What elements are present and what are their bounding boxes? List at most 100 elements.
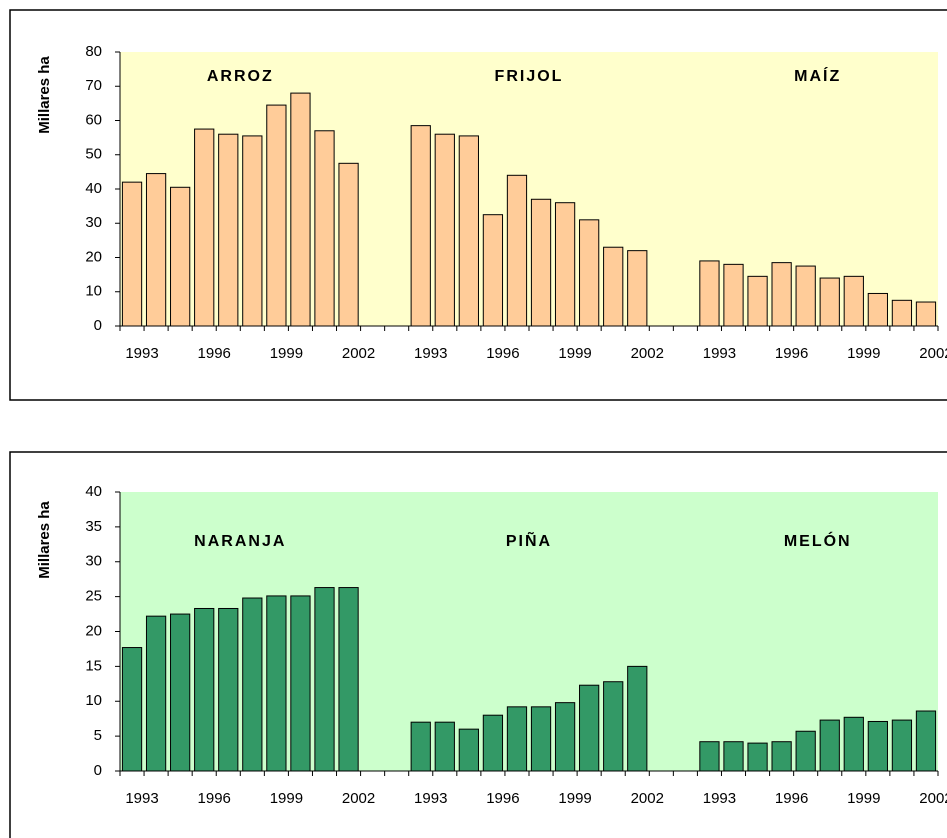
bar: [506, 174, 528, 327]
bar: [266, 104, 287, 327]
bar: [458, 728, 479, 772]
bar: [170, 186, 191, 327]
bar: [723, 263, 744, 327]
bar: [843, 275, 864, 327]
bar: [410, 125, 431, 327]
x-tick-label: 1993: [414, 345, 447, 362]
bar: [554, 202, 576, 327]
x-tick-label: 1996: [198, 345, 231, 362]
x-tick-label: 1993: [703, 345, 736, 362]
bar: [554, 702, 576, 772]
bar: [627, 665, 648, 772]
y-tick-label: 60: [85, 111, 102, 128]
bar: [170, 613, 191, 772]
group-label: NARANJA: [194, 533, 286, 550]
y-tick-label: 10: [85, 283, 102, 300]
bar: [482, 214, 504, 327]
y-tick-label: 25: [85, 588, 102, 605]
bar: [458, 135, 479, 327]
bar: [579, 219, 600, 327]
bar: [579, 684, 600, 772]
bar: [410, 721, 431, 772]
bar: [867, 720, 888, 772]
x-tick-label: 1996: [486, 790, 519, 807]
x-tick-label: 2002: [631, 790, 664, 807]
x-tick-label: 1993: [125, 790, 158, 807]
bar: [242, 135, 263, 327]
x-tick-label: 1999: [270, 790, 303, 807]
bar: [338, 162, 359, 327]
y-tick-label: 5: [94, 727, 102, 744]
y-tick-label: 40: [85, 180, 102, 197]
x-tick-label: 2002: [342, 345, 375, 362]
x-tick-label: 1993: [414, 790, 447, 807]
bar: [747, 275, 768, 327]
bar: [218, 133, 239, 327]
group-label: MAÍZ: [794, 66, 841, 85]
bar: [819, 277, 840, 327]
x-tick-label: 1993: [125, 345, 158, 362]
bar: [723, 741, 744, 772]
bar: [843, 716, 864, 772]
bar: [819, 719, 840, 772]
bar: [145, 615, 167, 772]
bar: [266, 595, 287, 772]
x-tick-label: 1999: [847, 345, 880, 362]
y-tick-label: 0: [94, 317, 102, 334]
bar: [506, 706, 528, 772]
bar: [603, 246, 624, 327]
y-tick-label: 40: [85, 483, 102, 500]
x-tick-label: 1996: [775, 345, 808, 362]
bar: [121, 181, 143, 327]
bar: [747, 742, 768, 772]
bar: [915, 301, 937, 327]
y-tick-label: 30: [85, 553, 102, 570]
y-tick-label: 35: [85, 518, 102, 535]
x-tick-label: 2002: [919, 345, 947, 362]
bar: [434, 721, 455, 772]
y-tick-label: 50: [85, 146, 102, 163]
group-label: MELÓN: [784, 531, 852, 550]
y-tick-label: 20: [85, 622, 102, 639]
x-tick-label: 1996: [486, 345, 519, 362]
x-tick-label: 1999: [558, 790, 591, 807]
x-tick-label: 1999: [847, 790, 880, 807]
y-tick-label: 10: [85, 692, 102, 709]
bar: [338, 587, 359, 772]
x-tick-label: 1996: [198, 790, 231, 807]
bar: [891, 719, 913, 772]
bar: [771, 741, 792, 772]
x-tick-label: 1999: [270, 345, 303, 362]
bar: [915, 710, 937, 772]
bar: [795, 265, 816, 327]
group-label: PIÑA: [506, 530, 552, 550]
bar: [314, 587, 335, 772]
x-tick-label: 2002: [631, 345, 664, 362]
bar: [603, 681, 624, 772]
bar: [218, 607, 239, 772]
group-label: ARROZ: [207, 68, 274, 85]
x-tick-label: 1996: [775, 790, 808, 807]
y-axis-title: Millares ha: [36, 56, 53, 134]
bar: [290, 92, 311, 327]
x-tick-label: 2002: [919, 790, 947, 807]
y-tick-label: 0: [94, 762, 102, 779]
bar: [145, 173, 167, 327]
bar: [699, 741, 720, 772]
x-tick-label: 2002: [342, 790, 375, 807]
group-label: FRIJOL: [495, 68, 564, 85]
bar: [771, 262, 792, 327]
bar: [699, 260, 720, 327]
bar: [795, 730, 816, 772]
bar: [194, 128, 215, 327]
x-tick-label: 1999: [558, 345, 591, 362]
bar: [867, 292, 888, 327]
bar: [891, 299, 913, 327]
y-tick-label: 20: [85, 248, 102, 265]
bar: [314, 130, 335, 327]
x-tick-label: 1993: [703, 790, 736, 807]
y-tick-label: 80: [85, 43, 102, 60]
y-tick-label: 15: [85, 657, 102, 674]
